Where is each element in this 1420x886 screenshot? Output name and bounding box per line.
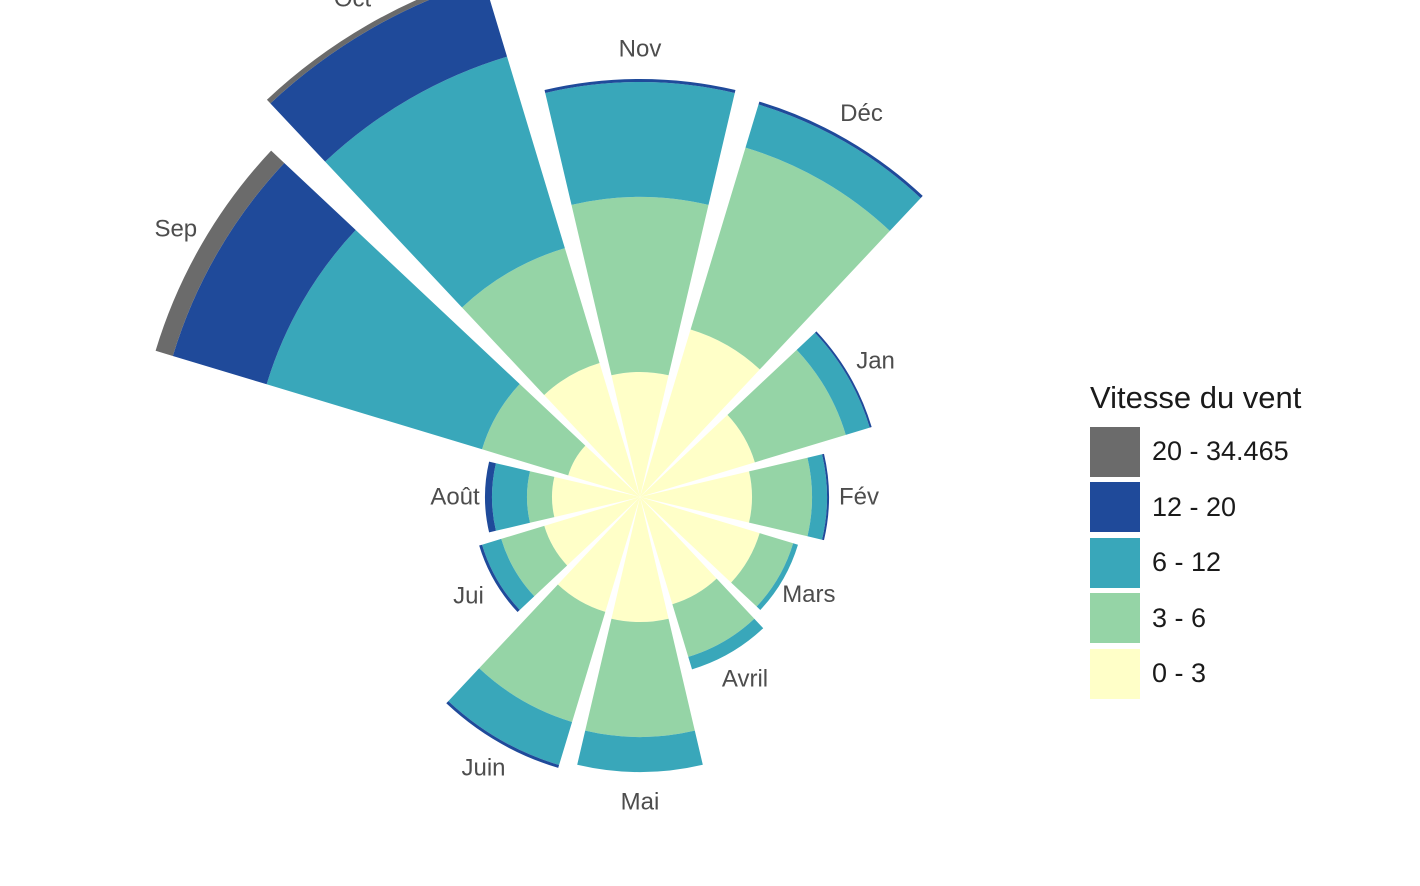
month-label: Fév xyxy=(839,484,879,511)
legend-item: 12 - 20 xyxy=(1090,480,1301,536)
legend: Vitesse du vent 20 - 34.465 12 - 20 6 - … xyxy=(1090,380,1301,702)
wedges xyxy=(155,0,923,772)
wedge-segment xyxy=(325,56,565,308)
wedge-segment xyxy=(545,81,735,205)
legend-item: 20 - 34.465 xyxy=(1090,424,1301,480)
legend-label: 20 - 34.465 xyxy=(1152,436,1289,467)
wedge-segment xyxy=(690,147,890,370)
legend-label: 12 - 20 xyxy=(1152,491,1237,522)
wedge-segment xyxy=(155,150,285,356)
month-label: Mai xyxy=(621,789,660,816)
month-labels: Jan Fév Mars Avril Mai Juin Jui Août Sep Oct Nov Dé… xyxy=(154,0,895,816)
month-label: Août xyxy=(430,484,480,511)
wedge-segment xyxy=(526,471,555,523)
wedge-segment xyxy=(749,457,812,537)
wedge-segment xyxy=(727,349,846,463)
wedge-segment xyxy=(482,384,586,476)
wedge-segment xyxy=(462,248,600,395)
legend-item: 3 - 6 xyxy=(1090,591,1301,647)
wedge-segment xyxy=(611,372,669,497)
wedge-segment xyxy=(552,476,640,518)
wedge-segment xyxy=(544,78,736,93)
legend-label: 3 - 6 xyxy=(1152,602,1207,633)
month-label: Oct xyxy=(334,0,372,13)
wedge-segment xyxy=(796,332,870,435)
month-label: Mars xyxy=(782,581,835,608)
month-label: Jan xyxy=(856,348,895,375)
month-label: Juin xyxy=(461,755,505,782)
wedge-segment xyxy=(640,471,752,523)
wedge-segment xyxy=(172,162,356,385)
wedge-segment xyxy=(557,497,640,612)
wedge-segment xyxy=(544,497,640,566)
wedge-segment xyxy=(568,445,640,497)
wedge-segment xyxy=(745,104,921,231)
wedge-segment xyxy=(266,230,520,450)
wedge-segment xyxy=(611,497,669,623)
wedge-segment xyxy=(672,578,755,657)
wedge-segment xyxy=(492,463,530,531)
wedge-segment xyxy=(640,497,760,583)
wedge-segment xyxy=(544,362,640,497)
wedge-segment xyxy=(270,0,508,162)
month-label: Sep xyxy=(154,216,197,243)
month-label: Déc xyxy=(840,100,883,127)
legend-title: Vitesse du vent xyxy=(1090,380,1302,415)
wedge-segment xyxy=(731,533,794,607)
wedge-segment xyxy=(577,730,703,772)
wedge-segment xyxy=(448,668,573,766)
month-label: Jui xyxy=(453,583,484,610)
wedge-segment xyxy=(479,544,520,613)
wedge-segment xyxy=(807,454,828,540)
wedge-segment xyxy=(482,538,535,610)
wedge-segment xyxy=(640,414,755,497)
wedge-segment xyxy=(571,197,709,376)
legend-swatch xyxy=(1090,593,1140,644)
wedge-segment xyxy=(479,584,606,722)
legend-item: 6 - 12 xyxy=(1090,535,1301,591)
legend-item: 0 - 3 xyxy=(1090,646,1301,702)
month-label: Nov xyxy=(619,36,662,63)
wedge-segment xyxy=(484,461,496,533)
wedge-segment xyxy=(640,497,717,605)
legend-swatch xyxy=(1090,648,1140,699)
wedge-segment xyxy=(688,618,764,670)
wedge-segment xyxy=(756,543,798,610)
wedge-segment xyxy=(501,525,568,597)
wedge-segment xyxy=(822,453,829,541)
legend-label: 0 - 3 xyxy=(1152,658,1207,689)
legend-swatch xyxy=(1090,426,1140,477)
legend-label: 6 - 12 xyxy=(1152,547,1222,578)
legend-swatch xyxy=(1090,537,1140,588)
wedge-segment xyxy=(640,329,760,497)
legend-swatch xyxy=(1090,482,1140,533)
wedge-segment xyxy=(585,618,695,737)
month-label: Avril xyxy=(722,665,768,692)
